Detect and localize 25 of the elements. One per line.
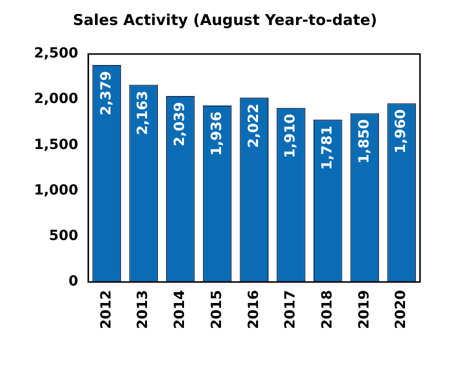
data-label: 2,163 [135,90,152,136]
x-tick-label: 2019 [356,290,372,330]
data-label: 2,022 [246,104,262,148]
y-tick-label: 2,000 [34,91,79,108]
y-tick-label: 0 [68,274,79,290]
x-tick-label: 2020 [393,290,410,330]
x-tick-label: 2016 [246,290,262,330]
x-tick-label: 2014 [172,290,188,330]
x-tick-label: 2012 [98,290,114,330]
x-tick-label: 2013 [135,290,152,330]
data-label: 1,781 [319,126,336,170]
chart-title: Sales Activity (August Year-to-date) [72,10,378,29]
y-tick-label: 500 [49,228,79,244]
y-tick-label: 2,500 [34,46,79,62]
data-label: 1,936 [208,111,225,156]
x-tick-label: 2015 [208,290,225,330]
y-tick-label: 1,000 [34,182,79,198]
data-label: 1,910 [282,114,299,158]
y-tick-label: 1,500 [34,136,79,153]
x-tick-label: 2018 [319,290,336,330]
data-label: 2,379 [98,71,114,116]
data-label: 2,039 [172,102,188,146]
data-label: 1,850 [356,119,372,164]
data-label: 1,960 [393,109,410,154]
x-tick-label: 2017 [282,290,299,330]
